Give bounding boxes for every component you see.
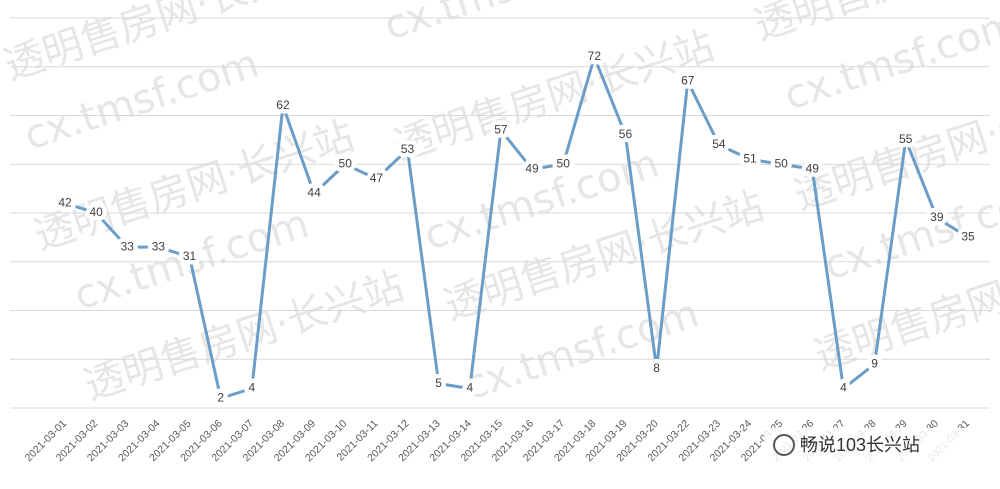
data-label: 35: [961, 230, 975, 244]
data-label: 4: [248, 381, 255, 395]
data-label: 57: [494, 122, 508, 136]
data-label: 51: [743, 152, 757, 166]
data-label: 8: [653, 361, 660, 375]
data-label: 67: [681, 74, 695, 88]
data-label: 53: [401, 142, 415, 156]
data-label: 49: [806, 161, 820, 175]
watermarks: 透明售房网·长兴站cx.tmsf.com透明售房网·长兴站cx.tmsf.com…: [0, 0, 1000, 410]
data-label: 4: [466, 381, 473, 395]
logo: 畅说103长兴站: [764, 428, 970, 462]
watermark: cx.tmsf.com: [379, 0, 624, 50]
data-label: 50: [557, 156, 571, 170]
data-label: 44: [307, 186, 321, 200]
logo-text: 畅说103长兴站: [800, 435, 920, 455]
data-label: 39: [930, 210, 944, 224]
data-label: 49: [525, 161, 539, 175]
data-label: 33: [121, 239, 135, 253]
data-label: 42: [58, 195, 72, 209]
line: [64, 55, 969, 400]
data-label: 55: [899, 132, 913, 146]
data-label: 2: [217, 390, 224, 404]
plot: [64, 55, 969, 400]
data-label: 9: [871, 356, 878, 370]
logo-icon: [773, 434, 795, 456]
data-label: 33: [152, 239, 166, 253]
data-label: 4: [840, 381, 847, 395]
data-label: 50: [339, 156, 353, 170]
data-label: 62: [276, 98, 290, 112]
data-label: 40: [89, 205, 103, 219]
data-label: 72: [588, 49, 602, 63]
logo-bg: [764, 428, 970, 462]
data-label: 47: [370, 171, 384, 185]
data-label: 31: [183, 249, 197, 263]
data-label: 54: [712, 137, 726, 151]
data-label: 50: [774, 156, 788, 170]
data-label: 5: [435, 376, 442, 390]
data-label: 56: [619, 127, 633, 141]
grid: [10, 17, 990, 409]
watermark: 透明售房网·长兴站: [389, 23, 720, 170]
